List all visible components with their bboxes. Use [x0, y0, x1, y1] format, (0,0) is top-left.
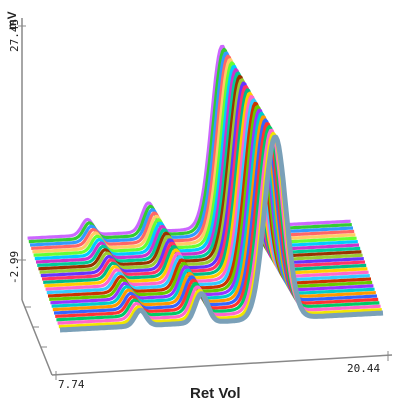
trace-3	[57, 128, 381, 325]
trace-9	[50, 108, 374, 305]
trace-4	[56, 125, 380, 322]
x-axis-line	[51, 354, 393, 376]
trace-28	[27, 44, 351, 240]
trace-5	[55, 122, 379, 318]
trace-16	[41, 84, 366, 281]
trace-8	[51, 111, 375, 308]
trace-25	[31, 54, 355, 250]
y-tick-label-bottom: -2.99	[8, 251, 21, 284]
y-tick-label-top: 27.45	[8, 19, 21, 52]
trace-17	[40, 81, 364, 278]
trace-7	[52, 115, 376, 312]
trace-14	[44, 91, 368, 288]
trace-12	[46, 98, 370, 295]
x-axis-label: Ret Vol	[190, 385, 241, 402]
x-tick-label-end: 20.44	[347, 362, 380, 375]
trace-2	[58, 131, 382, 329]
trace-20	[37, 71, 361, 267]
trace-26	[29, 51, 354, 247]
x-tick-label-start: 7.74	[58, 378, 85, 391]
trace-11	[47, 101, 372, 298]
trace-13	[45, 95, 369, 291]
depth-axis-line	[21, 299, 53, 376]
trace-22	[34, 64, 358, 261]
y-axis-label: mV	[5, 11, 19, 30]
trace-stack	[27, 44, 384, 333]
trace-1	[59, 134, 384, 333]
trace-18	[39, 78, 363, 274]
trace-10	[49, 105, 373, 301]
trace-24	[32, 58, 356, 254]
trace-6	[53, 118, 378, 315]
axes: 27.45 -2.99 mV 7.74 20.44 Ret Vol	[5, 11, 393, 402]
trace-19	[38, 74, 362, 271]
trace-21	[35, 68, 360, 264]
trace-23	[33, 61, 357, 257]
trace-27	[28, 47, 352, 244]
trace-15	[43, 88, 367, 284]
